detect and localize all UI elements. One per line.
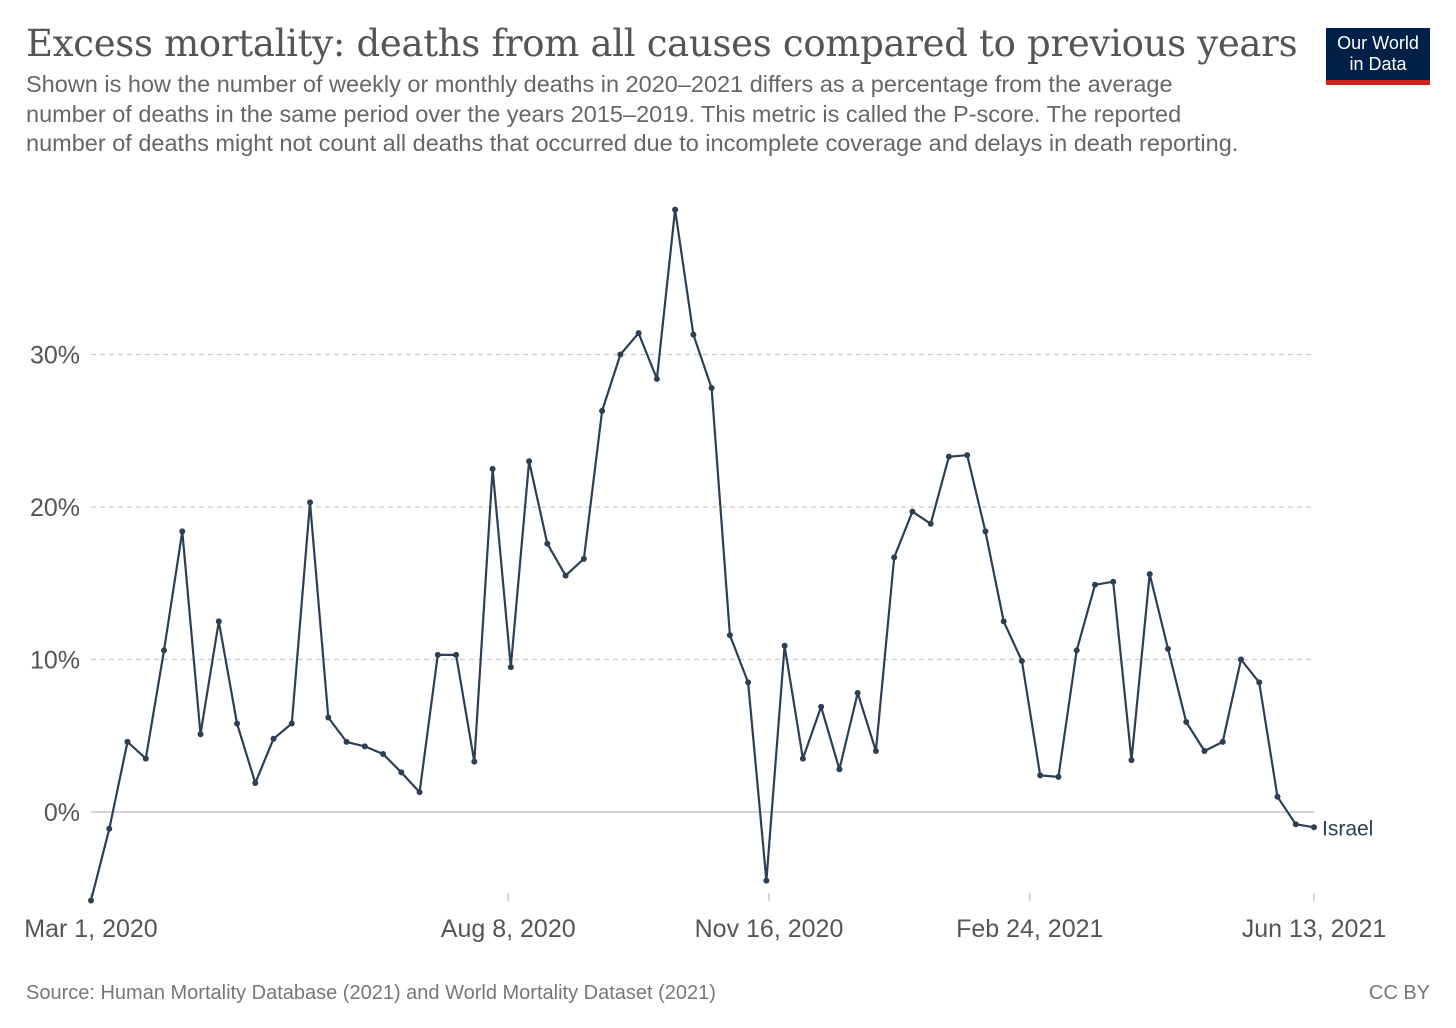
axes: 0% 10% 20% 30% Mar 1, 2020 Aug 8, 2020 Nov 16,…: [24, 342, 1386, 944]
data-point[interactable]: [708, 385, 715, 392]
data-point[interactable]: [745, 679, 752, 686]
data-point[interactable]: [854, 690, 861, 697]
x-tick-label: Nov 16, 2020: [695, 915, 844, 943]
series-israel[interactable]: Israel: [88, 206, 1373, 904]
data-point[interactable]: [252, 780, 259, 787]
data-point[interactable]: [270, 735, 277, 742]
data-point[interactable]: [580, 555, 587, 562]
data-point[interactable]: [781, 642, 788, 649]
data-point[interactable]: [672, 206, 679, 213]
data-point[interactable]: [1311, 824, 1317, 831]
series-label: Israel: [1322, 817, 1373, 840]
data-point[interactable]: [288, 720, 295, 727]
data-point[interactable]: [1183, 719, 1190, 726]
data-point[interactable]: [982, 528, 989, 535]
data-point[interactable]: [161, 647, 168, 654]
x-tick-label: Mar 1, 2020: [24, 915, 157, 943]
data-point[interactable]: [635, 330, 642, 337]
data-point[interactable]: [142, 755, 149, 762]
data-point[interactable]: [1000, 618, 1007, 625]
data-point[interactable]: [1292, 821, 1299, 828]
data-point[interactable]: [361, 743, 368, 750]
data-point[interactable]: [1146, 571, 1153, 578]
data-point[interactable]: [453, 651, 460, 658]
data-point[interactable]: [489, 465, 496, 472]
data-point[interactable]: [1091, 581, 1098, 588]
data-point[interactable]: [416, 789, 423, 796]
data-point[interactable]: [945, 453, 952, 460]
data-point[interactable]: [836, 766, 843, 773]
data-point[interactable]: [927, 520, 934, 527]
data-point[interactable]: [891, 554, 898, 561]
data-point[interactable]: [124, 738, 131, 745]
data-point[interactable]: [526, 458, 533, 465]
data-point[interactable]: [726, 632, 733, 639]
data-point[interactable]: [763, 877, 770, 884]
data-point[interactable]: [1219, 738, 1226, 745]
data-point[interactable]: [88, 897, 94, 904]
data-point[interactable]: [1037, 772, 1044, 779]
y-tick-label: 10%: [30, 647, 80, 675]
data-point[interactable]: [562, 572, 569, 579]
data-point[interactable]: [1110, 578, 1117, 585]
y-tick-label: 0%: [44, 799, 80, 827]
data-point[interactable]: [106, 825, 113, 832]
data-point[interactable]: [1128, 757, 1135, 764]
data-point[interactable]: [872, 748, 879, 754]
gridlines: [91, 353, 1314, 813]
data-point[interactable]: [799, 755, 806, 762]
data-point[interactable]: [343, 738, 350, 745]
chart-subtitle: Shown is how the number of weekly or mon…: [26, 71, 1239, 156]
data-point[interactable]: [653, 375, 660, 382]
license-label[interactable]: CC BY: [1368, 982, 1430, 1004]
data-point[interactable]: [1237, 656, 1244, 663]
data-point[interactable]: [1274, 793, 1281, 800]
data-point[interactable]: [1073, 647, 1080, 654]
source-note[interactable]: Source: Human Mortality Database (2021) …: [26, 982, 716, 1004]
data-point[interactable]: [179, 528, 186, 535]
data-point[interactable]: [307, 499, 314, 506]
x-tick-label: Feb 24, 2021: [956, 915, 1103, 943]
data-point[interactable]: [398, 769, 405, 776]
data-point[interactable]: [197, 731, 204, 738]
data-point[interactable]: [1018, 658, 1025, 665]
logo-line-2: in Data: [1349, 54, 1407, 74]
data-point[interactable]: [1055, 773, 1062, 780]
data-point[interactable]: [507, 664, 514, 671]
data-point[interactable]: [964, 452, 971, 459]
data-point[interactable]: [471, 758, 478, 765]
data-point[interactable]: [1256, 679, 1263, 686]
logo-line-1: Our World: [1337, 33, 1419, 53]
y-tick-label: 30%: [30, 342, 80, 370]
series-line: [89, 208, 1315, 901]
data-point[interactable]: [215, 618, 222, 625]
data-point[interactable]: [818, 703, 825, 710]
x-tick-label: Jun 13, 2021: [1242, 915, 1387, 943]
y-tick-label: 20%: [30, 494, 80, 522]
x-tick-label: Aug 8, 2020: [441, 915, 576, 943]
owid-logo[interactable]: Our World in Data: [1326, 28, 1430, 85]
data-point[interactable]: [690, 331, 697, 338]
data-point[interactable]: [909, 508, 916, 515]
data-point[interactable]: [599, 407, 606, 414]
data-point[interactable]: [380, 751, 387, 758]
data-point[interactable]: [1164, 645, 1171, 652]
data-point[interactable]: [1201, 748, 1208, 754]
data-point[interactable]: [234, 720, 241, 727]
data-point[interactable]: [325, 714, 332, 721]
data-point[interactable]: [617, 351, 624, 358]
data-point[interactable]: [434, 651, 441, 658]
data-point[interactable]: [544, 540, 551, 547]
chart-title: Excess mortality: deaths from all causes…: [26, 22, 1298, 65]
